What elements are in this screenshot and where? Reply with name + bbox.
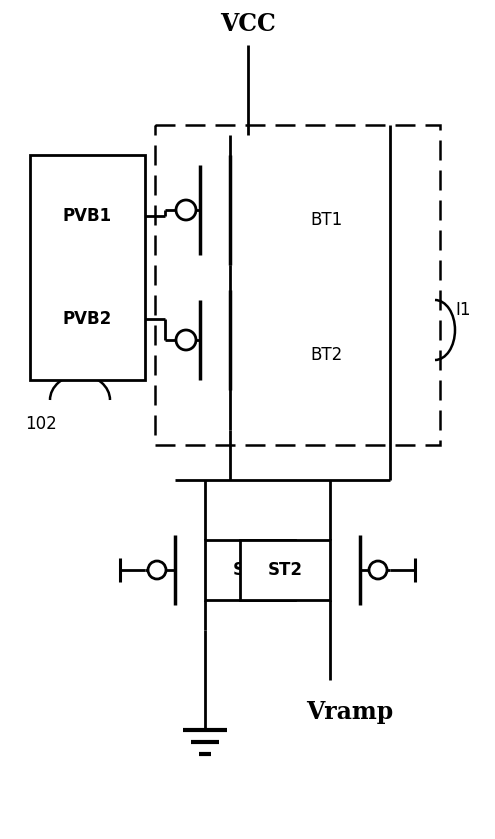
Text: ST1: ST1 [233, 561, 267, 579]
Bar [155, 125, 440, 445]
Text: ST2: ST2 [267, 561, 302, 579]
Circle shape [176, 200, 196, 220]
Circle shape [148, 561, 166, 579]
Text: I1: I1 [455, 301, 471, 319]
Text: 102: 102 [25, 415, 57, 433]
Bar [30, 155, 145, 380]
Text: PVB2: PVB2 [63, 310, 112, 328]
Text: BT1: BT1 [310, 211, 342, 229]
Bar [205, 540, 295, 600]
Circle shape [176, 330, 196, 350]
Text: BT2: BT2 [310, 346, 342, 364]
Text: Vramp: Vramp [306, 700, 394, 724]
Text: VCC: VCC [220, 12, 276, 36]
Text: PVB1: PVB1 [63, 206, 112, 225]
Bar [240, 540, 330, 600]
Circle shape [369, 561, 387, 579]
